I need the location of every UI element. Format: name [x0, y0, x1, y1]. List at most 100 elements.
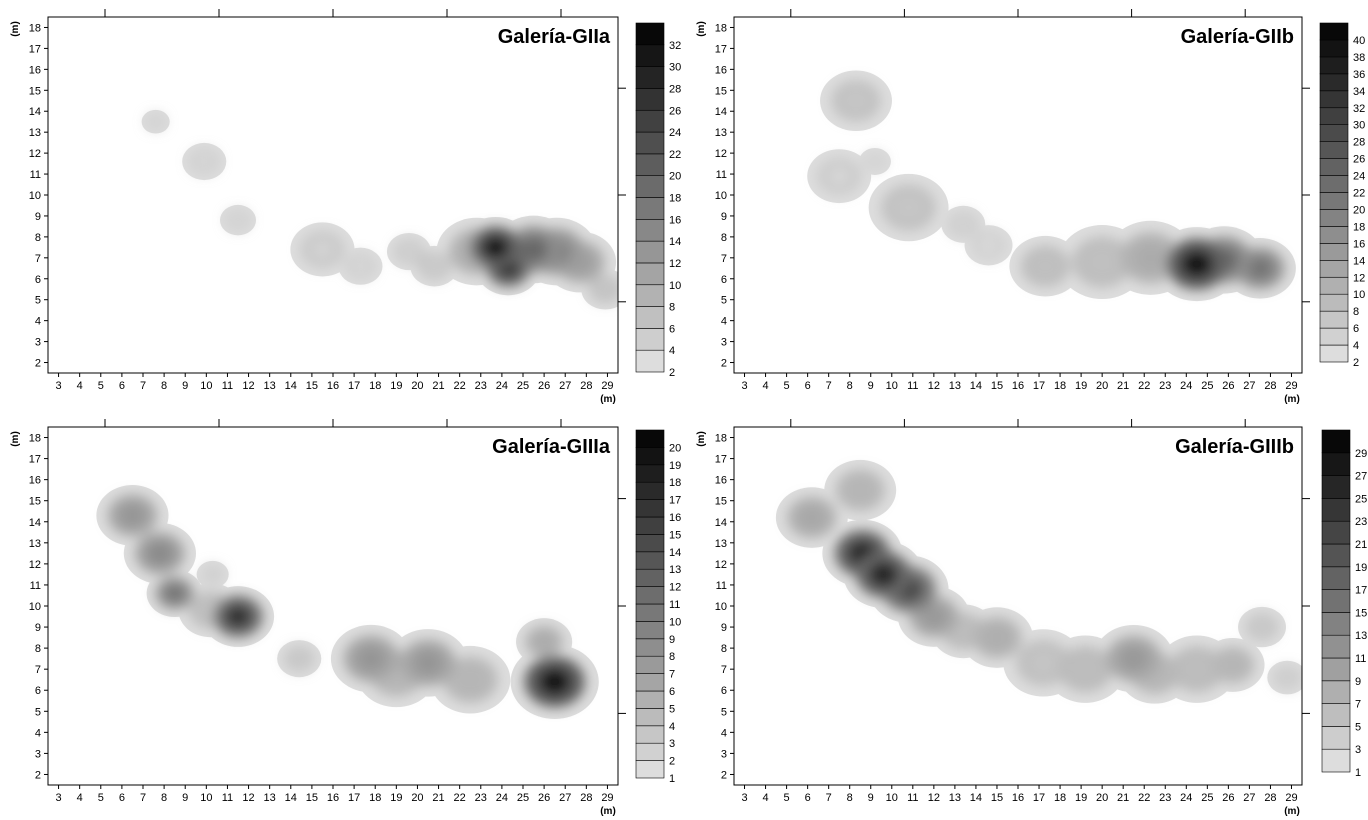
- colorbar-label: 7: [669, 669, 675, 681]
- density-peak: [538, 667, 571, 696]
- plot-area: [734, 427, 1302, 785]
- colorbar-swatch: [1321, 612, 1351, 636]
- x-axis-label: (m): [1284, 806, 1300, 817]
- y-tick-label: 7: [721, 664, 727, 676]
- y-tick-label: 9: [721, 622, 727, 634]
- chart-title: Galería-GIIb: [1181, 26, 1294, 48]
- x-tick-label: 19: [390, 380, 402, 392]
- colorbar-label: 8: [1353, 306, 1359, 318]
- y-tick-label: 3: [721, 748, 727, 760]
- colorbar-swatch: [1319, 107, 1349, 126]
- x-tick-label: 11: [907, 380, 918, 392]
- density-peak: [164, 584, 186, 603]
- x-tick-label: 5: [784, 792, 790, 804]
- y-tick-label: 2: [35, 358, 41, 370]
- x-tick-label: 15: [306, 792, 318, 804]
- colorbar-swatch: [1321, 475, 1351, 499]
- colorbar-swatch: [635, 655, 665, 674]
- x-tick-label: 22: [454, 380, 466, 392]
- x-tick-label: 22: [454, 792, 466, 804]
- x-tick-label: 28: [1264, 380, 1276, 392]
- colorbar-swatch: [635, 534, 665, 553]
- colorbar-swatch: [1319, 39, 1349, 58]
- density-peak: [842, 89, 870, 113]
- density-peak: [827, 166, 851, 187]
- y-tick-label: 17: [715, 43, 727, 55]
- x-tick-label: 10: [200, 380, 212, 392]
- colorbar-label: 4: [669, 345, 675, 357]
- x-tick-label: 25: [1201, 380, 1213, 392]
- x-axis-label: (m): [600, 394, 616, 405]
- x-tick-label: 3: [55, 792, 61, 804]
- colorbar-swatch: [1321, 680, 1351, 704]
- y-tick-label: 5: [721, 295, 727, 307]
- colorbar-swatch: [635, 447, 665, 466]
- y-tick-label: 12: [715, 559, 727, 571]
- y-tick-label: 16: [715, 475, 727, 487]
- colorbar-label: 22: [1353, 188, 1365, 200]
- density-peak: [1028, 650, 1058, 676]
- colorbar-label: 24: [669, 127, 681, 139]
- colorbar-label: 30: [1353, 120, 1365, 132]
- colorbar-swatch: [635, 464, 665, 483]
- x-tick-label: 16: [1012, 380, 1024, 392]
- x-tick-label: 8: [847, 792, 853, 804]
- colorbar-label: 12: [1353, 272, 1365, 284]
- y-tick-label: 5: [35, 295, 41, 307]
- density-peak: [482, 235, 509, 259]
- density-peak: [425, 258, 444, 274]
- colorbar-label: 1: [669, 773, 675, 785]
- density-peak: [1220, 654, 1245, 676]
- colorbar-label: 21: [1355, 539, 1367, 551]
- x-tick-label: 24: [1180, 380, 1192, 392]
- colorbar-swatch: [635, 516, 665, 535]
- colorbar-label: 17: [1355, 585, 1367, 597]
- colorbar-label: 20: [669, 171, 681, 183]
- x-tick-label: 3: [741, 792, 747, 804]
- colorbar-swatch: [635, 306, 665, 329]
- colorbar-swatch: [1319, 293, 1349, 312]
- x-tick-label: 9: [182, 380, 188, 392]
- x-tick-label: 8: [161, 792, 167, 804]
- x-tick-label: 9: [868, 792, 874, 804]
- colorbar-label: 30: [669, 62, 681, 74]
- y-tick-label: 12: [29, 148, 41, 160]
- x-tick-label: 7: [826, 792, 832, 804]
- x-tick-label: 27: [1243, 380, 1255, 392]
- x-tick-label: 14: [285, 380, 297, 392]
- colorbar-label: 6: [1353, 323, 1359, 335]
- colorbar-swatch: [1319, 175, 1349, 193]
- chart-title: Galería-GIIIa: [492, 436, 611, 458]
- y-tick-label: 14: [715, 106, 727, 118]
- x-tick-label: 6: [805, 380, 811, 392]
- density-peak: [1182, 656, 1212, 682]
- x-tick-label: 17: [348, 380, 360, 392]
- y-tick-label: 18: [715, 433, 727, 445]
- colorbar-label: 34: [1353, 86, 1365, 98]
- colorbar-label: 2: [669, 367, 675, 379]
- x-tick-label: 28: [580, 380, 592, 392]
- colorbar-swatch: [1321, 748, 1351, 773]
- colorbar-label: 22: [669, 149, 681, 161]
- x-tick-label: 11: [907, 792, 918, 804]
- colorbar-label: 5: [1355, 721, 1361, 733]
- chart-panel-1: 3 4 5 6 7 8 9 10 11 12 13 14 15 16 17 18 19 20 21 22 23 24 25 2…: [10, 9, 681, 405]
- colorbar-swatch: [1319, 310, 1349, 329]
- x-tick-label: 24: [496, 792, 508, 804]
- colorbar-swatch: [635, 725, 665, 744]
- y-tick-label: 5: [721, 706, 727, 718]
- y-tick-label: 8: [35, 232, 41, 244]
- x-tick-label: 14: [285, 792, 297, 804]
- y-tick-label: 12: [715, 148, 727, 160]
- x-axis-label: (m): [600, 806, 616, 817]
- colorbar-label: 2: [669, 756, 675, 768]
- colorbar-label: 32: [1353, 103, 1365, 115]
- colorbar-label: 36: [1353, 69, 1365, 81]
- x-tick-label: 20: [1096, 792, 1108, 804]
- colorbar-label: 29: [1355, 448, 1367, 460]
- x-tick-label: 16: [327, 792, 339, 804]
- x-tick-label: 6: [119, 380, 125, 392]
- x-tick-label: 12: [242, 380, 254, 392]
- x-tick-label: 8: [161, 380, 167, 392]
